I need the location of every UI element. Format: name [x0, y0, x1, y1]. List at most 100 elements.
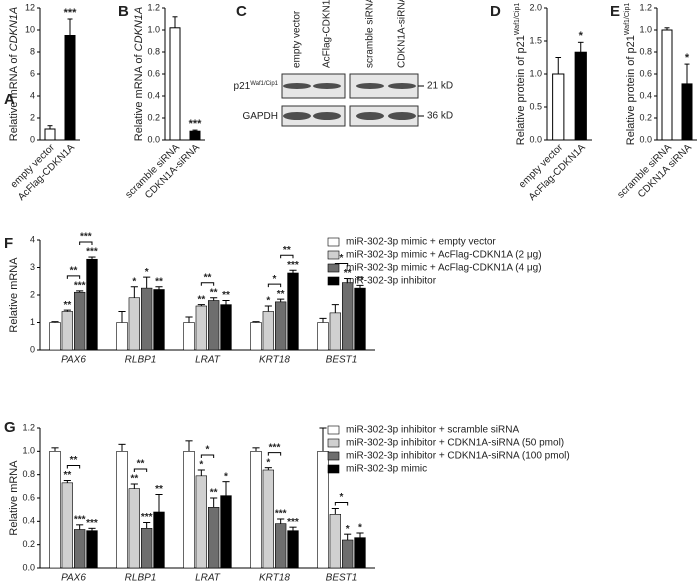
bar	[86, 530, 98, 569]
error-bar	[289, 526, 297, 531]
significance: *	[273, 274, 277, 285]
error-bar	[289, 269, 297, 273]
error-bar	[210, 497, 218, 508]
significance: **	[344, 268, 352, 279]
y-tick-label: 2	[30, 112, 35, 122]
error-bar	[222, 300, 230, 305]
bar	[552, 73, 565, 141]
error-bar	[63, 480, 71, 483]
bar	[287, 530, 299, 569]
blot-band	[356, 112, 384, 120]
y-tick-label: 0	[30, 134, 35, 144]
bar	[220, 495, 232, 569]
bar	[329, 514, 341, 569]
y-tick-label: 2	[30, 289, 35, 299]
y-axis-label: Relative mRNA	[8, 257, 20, 333]
panel-letter: G	[4, 419, 16, 436]
x-tick-label: LRAT	[195, 573, 221, 581]
y-tick-label: 0.2	[639, 112, 652, 122]
y-axis-label: Relative protein of p21Waf1/Cip1	[624, 3, 637, 146]
bar	[275, 523, 287, 569]
significance: **	[222, 290, 230, 301]
y-axis-label-part: CDKN1A	[133, 7, 145, 52]
lane-label: AcFlag-CDKN1A	[322, 0, 333, 68]
legend-swatch	[327, 276, 340, 286]
significance: **	[137, 459, 145, 470]
significance: ***	[189, 118, 203, 130]
legend-label: miR-302-3p mimic + AcFlag-CDKN1A (4 μg)	[346, 263, 542, 274]
bracket: **	[66, 455, 81, 469]
bar	[74, 529, 86, 569]
row-label: GAPDH	[242, 111, 278, 122]
error-bar	[155, 286, 163, 290]
bar	[49, 451, 61, 569]
bar	[169, 27, 181, 141]
panel-letter: B	[118, 3, 129, 20]
bar	[141, 528, 153, 569]
significance: *	[340, 492, 344, 503]
x-tick-label: BEST1	[326, 573, 358, 581]
significance: *	[579, 30, 584, 42]
significance: ***	[86, 247, 98, 258]
blot-band	[283, 83, 311, 89]
error-bar	[76, 290, 84, 293]
y-tick-label: 0.8	[147, 46, 160, 56]
blot-band	[313, 83, 341, 89]
significance: **	[130, 474, 138, 485]
bar	[354, 287, 366, 351]
bar	[141, 287, 153, 351]
y-tick-label: 0.5	[529, 101, 542, 111]
y-axis-label-part: Waf1/Cip1	[624, 3, 631, 36]
legend-swatch	[327, 438, 340, 448]
bracket: *	[334, 492, 349, 506]
bar	[74, 291, 86, 351]
significance: **	[155, 276, 163, 287]
y-tick-label: 0.8	[639, 46, 652, 56]
y-tick-label: 0.4	[147, 90, 160, 100]
y-axis-label: Relative mRNA of CDKN1A	[8, 7, 20, 142]
error-bar	[172, 16, 178, 28]
bar	[195, 305, 207, 351]
y-tick-label: 0.2	[22, 539, 35, 549]
bracket-line	[66, 275, 81, 279]
y-axis-label: Relative mRNA	[8, 460, 20, 536]
y-tick-label: 1.2	[147, 2, 160, 12]
error-bar	[67, 18, 73, 36]
x-tick-label: PAX6	[61, 355, 86, 366]
bar	[44, 128, 56, 141]
bar	[183, 451, 195, 569]
significance: **	[283, 245, 291, 256]
legend-swatch	[327, 263, 340, 273]
error-bar	[143, 276, 151, 289]
legend-label: miR-302-3p mimic + AcFlag-CDKN1A (2 μg)	[346, 250, 542, 261]
bracket-line	[66, 465, 81, 469]
significance: ***	[141, 512, 153, 523]
y-axis-label-part: Relative protein of p21	[625, 35, 637, 145]
bar	[208, 507, 220, 569]
bracket: *	[267, 274, 282, 288]
y-tick-label: 0.0	[639, 134, 652, 144]
y-tick-label: 2.0	[529, 2, 542, 12]
y-tick-label: 4	[30, 90, 35, 100]
blot-band	[388, 112, 416, 120]
significance: **	[277, 289, 285, 300]
bar	[329, 312, 341, 351]
x-tick-label: BEST1	[326, 355, 358, 366]
error-bar	[185, 316, 193, 323]
legend-label: miR-302-3p mimic + empty vector	[346, 237, 496, 248]
error-bar	[47, 125, 53, 129]
significance: **	[210, 488, 218, 499]
y-tick-label: 1.0	[22, 446, 35, 456]
size-label: 21 kD	[427, 81, 453, 92]
y-tick-label: 0.6	[639, 68, 652, 78]
bracket: **	[200, 272, 215, 286]
y-tick-label: 0	[30, 344, 35, 354]
bracket-line	[280, 254, 294, 259]
significance: *	[340, 253, 344, 264]
significance: *	[685, 52, 690, 64]
blot-band	[313, 112, 341, 120]
significance: **	[63, 300, 71, 311]
x-tick-label: KRT18	[259, 355, 290, 366]
significance: **	[155, 484, 163, 495]
significance: *	[224, 471, 228, 482]
